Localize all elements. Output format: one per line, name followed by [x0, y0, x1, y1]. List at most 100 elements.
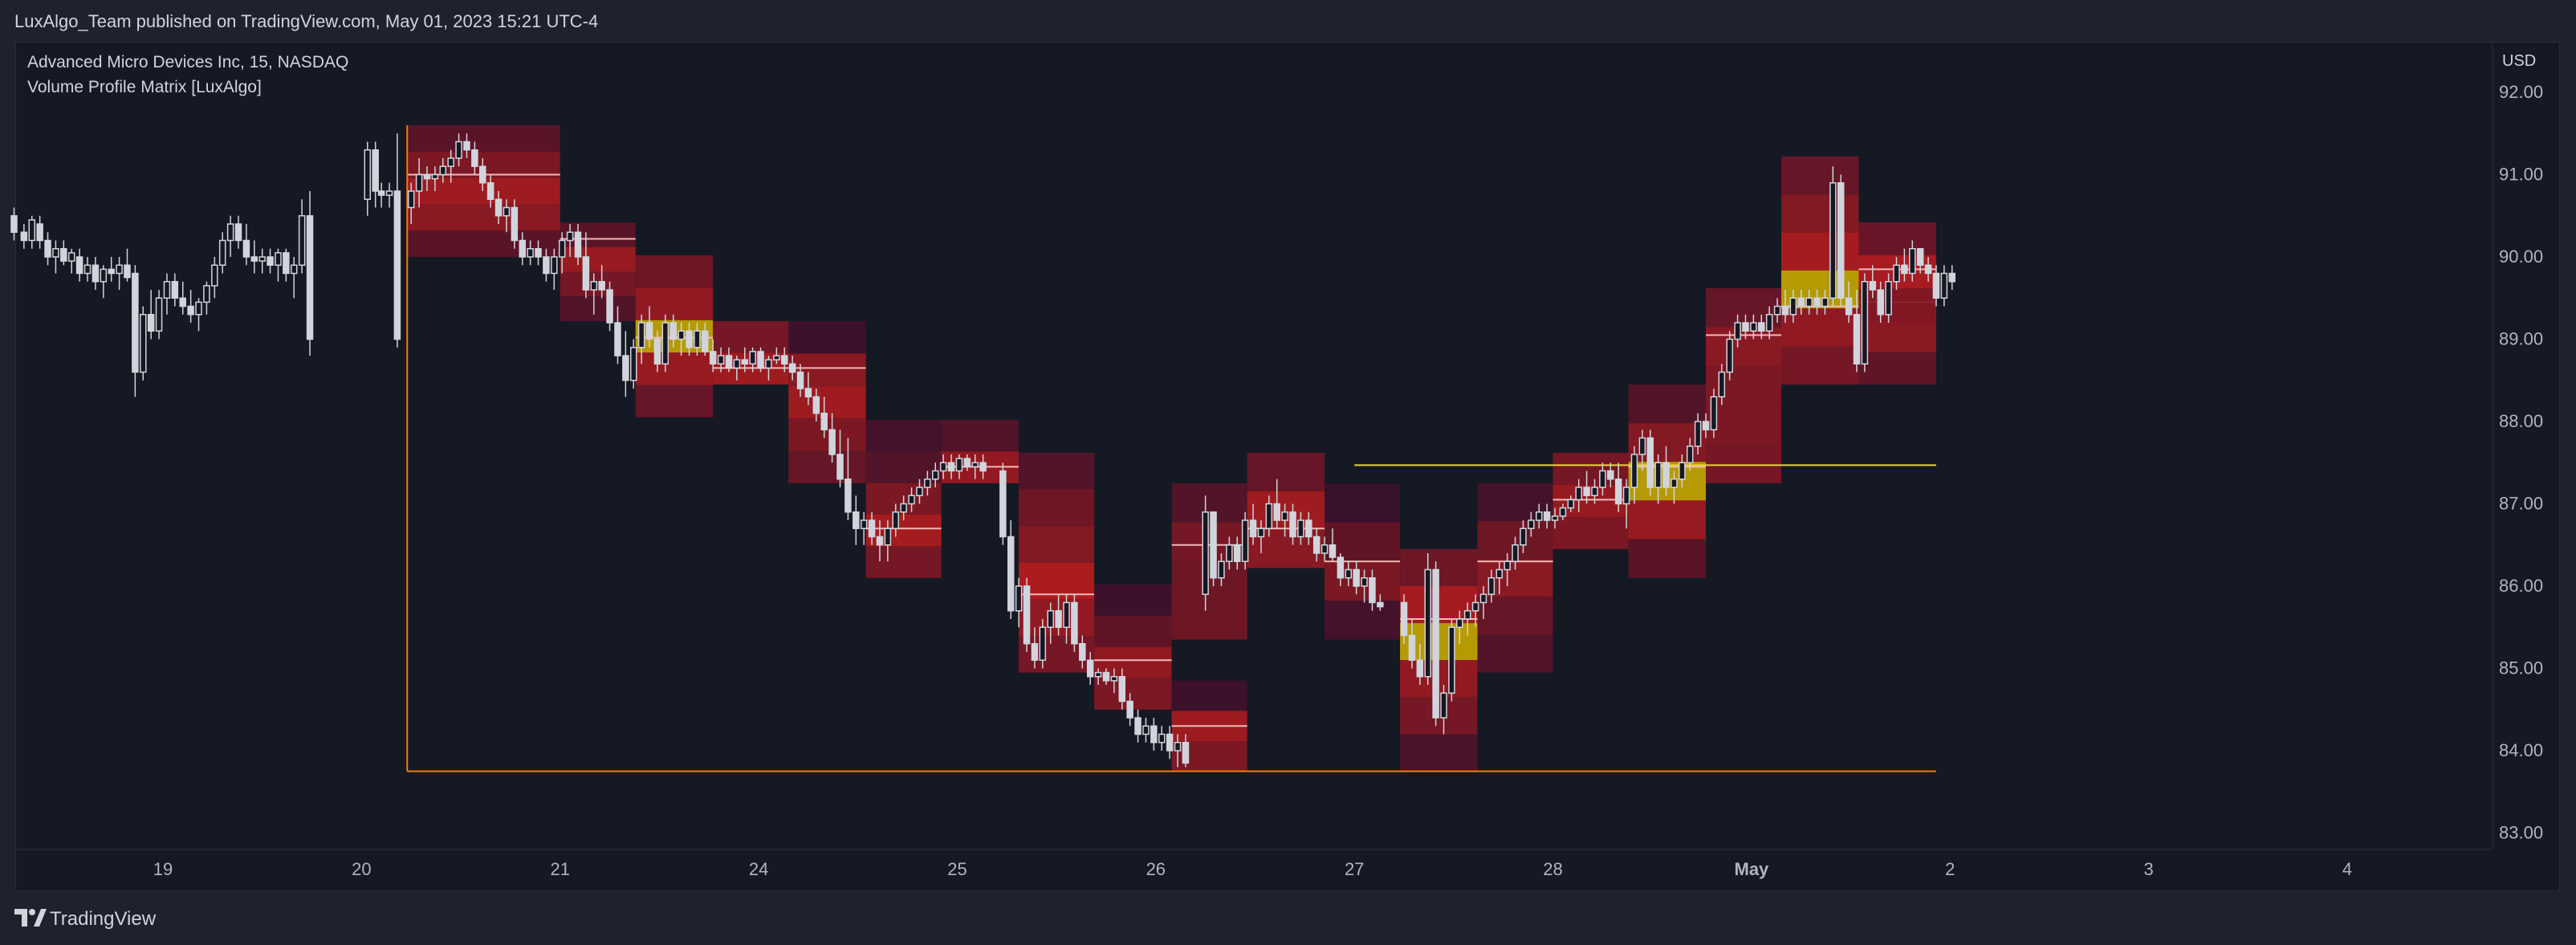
candle-body — [1726, 338, 1733, 373]
candle-body — [1694, 421, 1702, 447]
time-tick-label: 3 — [2144, 859, 2154, 879]
candle-body — [364, 149, 372, 200]
candle-body — [876, 536, 884, 546]
candle-body — [1496, 568, 1504, 579]
candle-body — [455, 141, 462, 159]
price-axis[interactable]: USD 92.00 91.00 90.00 89.00 88.00 87.00 86.00 85… — [2492, 42, 2543, 849]
candle-body — [1686, 446, 1694, 463]
candle-body — [124, 264, 131, 279]
profile-cell — [1858, 287, 1936, 321]
profile-cell — [635, 287, 714, 320]
candle-body — [1094, 671, 1102, 678]
candle-body — [1297, 519, 1304, 538]
candle-body — [211, 264, 218, 287]
candle-body — [860, 519, 868, 529]
candle-body — [836, 454, 844, 480]
candle-body — [535, 248, 542, 258]
time-tick-label: 24 — [749, 859, 768, 879]
time-tick-label: 27 — [1345, 859, 1364, 879]
candle-body — [463, 141, 470, 151]
candle-body — [709, 351, 717, 365]
candle-body — [780, 355, 788, 365]
indicator-legend[interactable]: Volume Profile Matrix [LuxAlgo] — [27, 78, 262, 96]
candle-body — [439, 165, 447, 176]
candle-body — [377, 190, 385, 196]
candle-body — [1377, 601, 1384, 608]
candle-body — [1479, 593, 1487, 604]
price-tick-label: 89.00 — [2499, 329, 2543, 349]
candle-body — [179, 297, 186, 308]
candle-body — [1226, 544, 1233, 562]
tradingview-brand[interactable]: TradingView — [50, 908, 157, 930]
candle-body — [971, 462, 979, 468]
candle-body — [447, 157, 454, 167]
candle-body — [1118, 676, 1126, 703]
candle-body — [60, 248, 67, 262]
profile-cell — [941, 419, 1019, 452]
time-tick-label: 21 — [550, 859, 569, 879]
candle-body — [407, 190, 415, 209]
profile-cell — [1325, 522, 1401, 562]
profile-cell — [1858, 222, 1936, 255]
profile-cell — [1781, 232, 1859, 271]
candle-body — [1948, 272, 1955, 283]
candle-body — [1432, 568, 1439, 719]
candle-body — [1702, 421, 1710, 430]
candle-body — [1559, 507, 1567, 517]
candle-body — [694, 330, 701, 348]
candle-body — [75, 256, 83, 275]
candle-body — [92, 264, 100, 283]
candle-body — [423, 173, 431, 180]
currency-label: USD — [2502, 52, 2536, 70]
price-tick-label: 85.00 — [2499, 658, 2543, 678]
time-tick-label: 25 — [947, 859, 967, 879]
price-tick-label: 90.00 — [2499, 246, 2543, 267]
candle-body — [551, 256, 558, 275]
candle-body — [1575, 487, 1582, 501]
candle-body — [1916, 248, 1924, 266]
published-info: LuxAlgo_Team published on TradingView.co… — [14, 11, 599, 31]
price-tick-label: 86.00 — [2499, 576, 2543, 596]
candle-body — [1750, 322, 1757, 332]
candle-body — [1329, 544, 1337, 558]
profile-cell — [635, 385, 714, 418]
time-axis[interactable]: 19 20 21 24 25 26 27 28 May 2 3 4 — [16, 849, 2493, 879]
candle-body — [1622, 487, 1630, 505]
top-bar: LuxAlgo_Team published on TradingView.co… — [0, 0, 2576, 42]
tradingview-logo-icon[interactable] — [14, 909, 47, 927]
candle-body — [1055, 610, 1062, 628]
candle-body — [275, 252, 282, 266]
candle-body — [218, 239, 226, 266]
candle-body — [1528, 519, 1535, 529]
candle-body — [606, 289, 613, 324]
candle-body — [519, 239, 526, 258]
candle-body — [1126, 700, 1133, 719]
candle-body — [1031, 643, 1039, 661]
profile-cell — [1094, 584, 1172, 616]
candle-body — [1023, 585, 1031, 645]
profile-cell — [1781, 346, 1859, 385]
chart-svg[interactable]: USD 92.00 91.00 90.00 89.00 88.00 87.00 86.00 85… — [0, 0, 2576, 891]
candle-body — [733, 359, 741, 369]
candle-body — [844, 479, 852, 513]
candle-body — [67, 252, 75, 262]
candle-body — [393, 190, 401, 340]
candle-body — [1845, 297, 1853, 316]
candle-body — [955, 458, 963, 472]
candle-body — [1734, 322, 1741, 340]
profile-cell — [865, 546, 942, 578]
candle-body — [622, 355, 629, 381]
candle-body — [1901, 264, 1908, 275]
symbol-legend[interactable]: Advanced Micro Devices Inc, 15, NASDAQ — [27, 53, 349, 71]
candle-body — [28, 219, 35, 242]
price-tick-label: 83.00 — [2499, 823, 2543, 843]
candle-body — [1110, 676, 1118, 682]
candle-body — [749, 351, 756, 365]
candle-body — [306, 215, 314, 340]
candle-body — [494, 198, 503, 217]
candle-body — [1535, 511, 1543, 521]
candle-body — [1281, 511, 1288, 521]
candle-body — [979, 462, 987, 472]
profile-cell — [1781, 194, 1859, 233]
candle-body — [1218, 560, 1225, 579]
